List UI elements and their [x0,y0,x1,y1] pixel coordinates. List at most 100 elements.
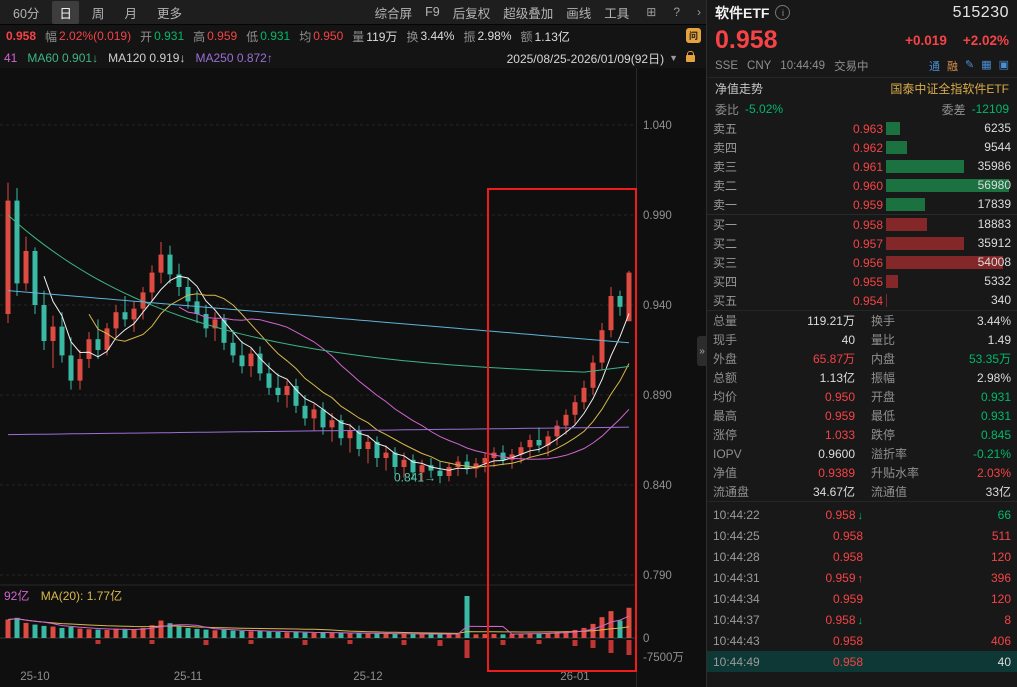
tick-row[interactable]: 10:44:22 0.958 ↓ 66 [707,504,1017,525]
order-book: 卖五 0.963 6235 卖四 0.962 9544 卖三 0.961 35986 卖二 0.96… [707,119,1017,311]
tick-price: 0.958 ↓ [825,507,864,522]
volume-ma20: MA(20): 1.77亿 [40,589,123,603]
quote-high-value: 0.959 [207,29,238,43]
ask-row[interactable]: 卖二 0.960 56980 [707,176,1017,195]
ma-legend-ma120: MA120 0.919↓ [108,51,186,65]
edit-icon[interactable]: ✎ [964,59,975,71]
board-icon[interactable]: ▦ [981,59,992,71]
date-range-selector[interactable]: 2025/08/25-2026/01/09(92日) ▼ [507,50,703,67]
stat-value: 0.845 [980,427,1011,442]
ask-depth-bar [886,179,1009,192]
stat-value: 0.931 [980,408,1011,423]
tab-monthly[interactable]: 月 [124,6,137,21]
tab-more[interactable]: 更多 [156,6,182,21]
tick-price: 0.958 [832,654,863,669]
quote-avg-value: 0.950 [313,29,344,43]
weicha-label: 委差 [941,102,966,117]
quote-panel: 软件ETF i 515230 0.958 +0.019 +2.02% SSE C… [706,0,1017,687]
bid-price: 0.957 [852,236,883,251]
stat-label: 总量 [713,314,738,328]
help-icon[interactable]: ? [673,5,680,19]
svg-text:0.840: 0.840 [643,480,672,492]
quote-low-label: 低 [246,29,259,44]
svg-text:0.890: 0.890 [643,390,672,402]
candlestick-chart[interactable]: 1.040 0.990 0.940 0.890 0.840 0.790 0 -7500万 25-… [0,68,707,687]
exchange-label: SSE [715,60,739,72]
ask-label: 卖三 [713,160,738,174]
ask-depth: 17839 [883,195,1011,214]
tab-daily[interactable]: 日 [52,0,79,24]
ask-volume: 6235 [984,121,1011,135]
ask-volume: 17839 [977,197,1011,211]
menu-f9[interactable]: F9 [425,5,440,19]
bid-volume: 5332 [984,274,1011,288]
fund-full-name[interactable]: 国泰中证全指软件ETF [890,82,1009,96]
bid-row[interactable]: 买二 0.957 35912 [707,234,1017,253]
menu-tools[interactable]: 工具 [604,6,630,21]
margin-badge[interactable]: 融 [946,61,958,73]
stat-value: 119.21万 [807,314,855,328]
bid-row[interactable]: 买三 0.956 54008 [707,253,1017,272]
tab-60min[interactable]: 60分 [13,6,40,21]
ask-label: 卖二 [713,179,738,193]
grid-icon[interactable]: ⊞ [646,5,657,19]
bid-row[interactable]: 买四 0.955 5332 [707,272,1017,291]
nav-trend-link[interactable]: 净值走势 [715,82,764,96]
wencai-icon[interactable]: 问 [686,28,701,43]
stat-value: 1.13亿 [819,371,855,385]
window-icon[interactable]: ▣ [998,59,1009,71]
bid-volume: 54008 [977,255,1011,269]
weicha-value: -12109 [971,102,1009,116]
ask-row[interactable]: 卖一 0.959 17839 [707,195,1017,215]
tick-row[interactable]: 10:44:31 0.959 ↑ 396 [707,567,1017,588]
price-change: +0.019 [905,32,947,48]
ask-depth-bar [886,198,925,211]
quote-last-price: 0.958 [6,29,37,43]
svg-text:25-12: 25-12 [353,671,382,683]
tick-price: 0.959 ↑ [825,570,863,585]
stat-value: 3.44% [976,313,1011,328]
stat-label: 升贴水率 [871,466,920,480]
tick-row[interactable]: 10:44:43 0.958 406 [707,630,1017,651]
ask-volume: 56980 [977,178,1011,192]
bid-label: 买二 [713,237,738,251]
stat-row: 流通盘 34.67亿 流通值 33亿 [707,482,1017,501]
ask-row[interactable]: 卖四 0.962 9544 [707,138,1017,157]
tick-price: 0.958 [832,549,863,564]
down-arrow-icon: ↓ [857,509,864,522]
lock-icon[interactable] [686,50,695,62]
instrument-header: 软件ETF i 515230 [707,0,1017,25]
tick-row[interactable]: 10:44:49 0.958 40 [707,651,1017,672]
shanghai-connect-badge[interactable]: 通 [928,61,940,73]
ask-row[interactable]: 卖三 0.961 35986 [707,157,1017,176]
tab-weekly[interactable]: 周 [91,6,105,21]
info-icon[interactable]: i [775,5,791,20]
menu-adjusted-price[interactable]: 后复权 [452,6,491,21]
ask-label: 卖一 [713,198,738,212]
bid-depth-bar [886,294,887,307]
stat-value: 53.35万 [968,352,1011,366]
menu-composite-screen[interactable]: 综合屏 [374,6,413,21]
menu-draw-line[interactable]: 画线 [566,6,592,21]
collapse-icon[interactable]: › [697,5,701,19]
bid-label: 买三 [713,256,738,270]
tick-list[interactable]: 10:44:22 0.958 ↓ 66 10:44:25 0.958 511 10:44:28… [707,504,1017,672]
ask-depth: 6235 [883,119,1011,138]
tick-price: 0.958 ↓ [825,612,863,627]
bid-row[interactable]: 买一 0.958 18883 [707,215,1017,234]
quote-range-value: 2.02%(0.019) [59,29,132,43]
ask-row[interactable]: 卖五 0.963 6235 [707,119,1017,138]
panel-collapse-handle[interactable]: » [697,336,707,366]
tick-row[interactable]: 10:44:37 0.958 ↓ 8 [707,609,1017,630]
tick-row[interactable]: 10:44:34 0.959 120 [707,588,1017,609]
bid-row[interactable]: 买五 0.954 340 [707,291,1017,310]
stat-value: 0.9600 [818,446,855,461]
ma-legend-ma250: MA250 0.872↑ [195,51,273,65]
tick-row[interactable]: 10:44:25 0.958 511 [707,525,1017,546]
menu-super-overlay[interactable]: 超级叠加 [503,6,554,21]
quote-amount-label: 额 [520,29,533,44]
stat-label: 流通盘 [713,485,750,499]
quote-volume-label: 量 [352,29,365,44]
tick-row[interactable]: 10:44:28 0.958 120 [707,546,1017,567]
